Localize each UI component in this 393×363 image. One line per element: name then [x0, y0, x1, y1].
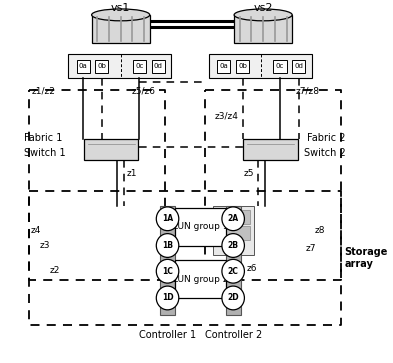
- Text: Fabric 2: Fabric 2: [307, 132, 346, 143]
- Text: 1A: 1A: [162, 214, 173, 223]
- Bar: [95, 60, 108, 73]
- Bar: [68, 54, 171, 78]
- Bar: [84, 139, 138, 160]
- Circle shape: [222, 207, 244, 231]
- Text: z7: z7: [305, 244, 316, 253]
- Circle shape: [156, 259, 179, 283]
- Text: z5/z6: z5/z6: [132, 86, 156, 95]
- Bar: [217, 60, 230, 73]
- Text: 2B: 2B: [228, 241, 239, 250]
- Text: 2C: 2C: [228, 267, 239, 276]
- Text: z1/z2: z1/z2: [31, 86, 55, 95]
- Text: Fabric 1: Fabric 1: [24, 132, 62, 143]
- Text: z6: z6: [246, 264, 257, 273]
- Bar: [175, 260, 226, 298]
- Bar: [274, 60, 286, 73]
- Circle shape: [156, 286, 179, 310]
- Circle shape: [156, 234, 179, 257]
- Bar: [292, 60, 305, 73]
- Text: 2D: 2D: [227, 293, 239, 302]
- Text: 0c: 0c: [276, 64, 284, 69]
- Text: 0b: 0b: [97, 64, 107, 69]
- Bar: [160, 206, 175, 315]
- Bar: [209, 54, 312, 78]
- Bar: [226, 206, 241, 315]
- Text: 0c: 0c: [135, 64, 143, 69]
- Text: Controller 1: Controller 1: [139, 330, 196, 340]
- Ellipse shape: [92, 9, 150, 21]
- Text: z5: z5: [243, 169, 254, 178]
- Text: 0b: 0b: [238, 64, 247, 69]
- Text: z1: z1: [126, 169, 137, 178]
- Text: vs2: vs2: [253, 3, 273, 13]
- Bar: [213, 206, 254, 256]
- Bar: [133, 60, 146, 73]
- Text: z8: z8: [315, 226, 325, 235]
- Circle shape: [156, 207, 179, 231]
- Text: z3/z4: z3/z4: [215, 112, 238, 121]
- Bar: [92, 15, 150, 42]
- Text: LUN group 1: LUN group 1: [173, 222, 228, 231]
- Text: Switch 1: Switch 1: [24, 148, 66, 159]
- Bar: [244, 139, 298, 160]
- Text: 1D: 1D: [162, 293, 173, 302]
- Circle shape: [222, 259, 244, 283]
- Text: 0d: 0d: [294, 64, 303, 69]
- Bar: [216, 226, 250, 240]
- Bar: [236, 60, 249, 73]
- Ellipse shape: [234, 9, 292, 21]
- Circle shape: [222, 234, 244, 257]
- Bar: [234, 15, 292, 42]
- Text: z4: z4: [31, 226, 41, 235]
- Circle shape: [222, 286, 244, 310]
- Text: 0a: 0a: [79, 64, 88, 69]
- Text: Switch 2: Switch 2: [304, 148, 346, 159]
- Text: z3: z3: [40, 241, 51, 250]
- Bar: [216, 210, 250, 224]
- Text: Controller 2: Controller 2: [204, 330, 262, 340]
- Text: z7/z8: z7/z8: [296, 86, 320, 95]
- Text: LUN group 2: LUN group 2: [173, 275, 228, 284]
- Text: vs1: vs1: [111, 3, 130, 13]
- Text: 1B: 1B: [162, 241, 173, 250]
- Text: 2A: 2A: [228, 214, 239, 223]
- Text: z2: z2: [50, 266, 60, 275]
- Bar: [77, 60, 90, 73]
- Text: 0a: 0a: [219, 64, 228, 69]
- Text: 0d: 0d: [154, 64, 163, 69]
- Text: Storage
array: Storage array: [345, 247, 388, 269]
- Bar: [175, 208, 226, 245]
- Text: 1C: 1C: [162, 267, 173, 276]
- Bar: [152, 60, 165, 73]
